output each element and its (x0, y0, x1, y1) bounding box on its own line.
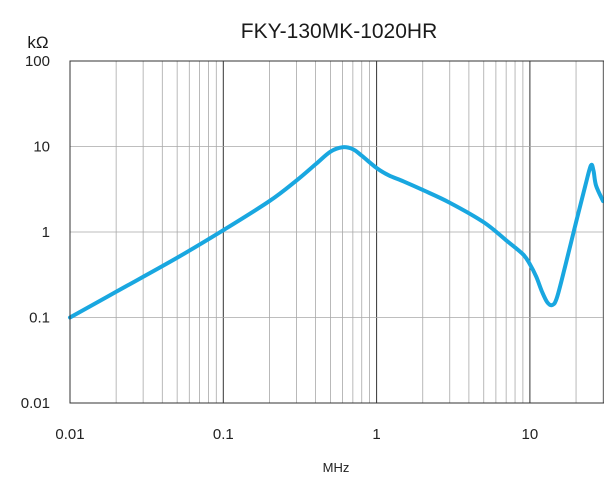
y-axis-unit-label: kΩ (27, 33, 48, 52)
series-layer (68, 145, 604, 320)
x-tick-label: 1 (372, 426, 380, 443)
x-tick-label: 0.1 (213, 426, 234, 443)
grid-lines (69, 60, 604, 404)
y-tick-label: 1 (42, 224, 50, 241)
impedance-series-line (68, 145, 604, 320)
chart-title: FKY-130MK-1020HR (241, 20, 438, 43)
y-tick-label: 0.01 (21, 395, 50, 412)
plot-frame (69, 60, 604, 404)
x-tick-label: 10 (522, 426, 539, 443)
y-tick-label: 100 (25, 53, 50, 70)
tick-labels: 100 10 1 0.1 0.01 0.01 0.1 1 10 (21, 53, 538, 443)
y-tick-label: 0.1 (29, 310, 50, 327)
y-tick-label: 10 (33, 139, 50, 156)
x-axis-label: MHz (323, 460, 350, 475)
x-tick-label: 0.01 (55, 426, 84, 443)
